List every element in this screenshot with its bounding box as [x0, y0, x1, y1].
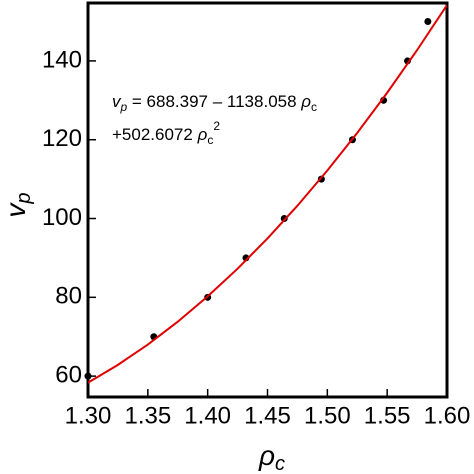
y-axis-label-sub: p [13, 192, 35, 204]
annotation-text: c [311, 100, 317, 114]
y-tick-label: 120 [42, 125, 82, 152]
data-point [424, 18, 432, 26]
data-point [84, 372, 92, 380]
annotation-text: v [112, 92, 122, 111]
annotation-text: ρ [300, 92, 311, 111]
x-axis-label-text: ρ [258, 440, 275, 471]
annotation-text: ρ [197, 125, 208, 144]
y-tick-label: 80 [55, 283, 82, 310]
fit-line [88, 4, 447, 384]
x-tick-label: 1.60 [424, 402, 471, 429]
annotation-text: +502.6072 [112, 125, 198, 144]
annotation-text: = 688.397 – 1138.058 [127, 92, 301, 111]
x-axis-label: ρc [258, 440, 285, 474]
x-tick-label: 1.45 [244, 402, 291, 429]
y-axis-label-text: v [0, 202, 31, 218]
annotation: vp = 688.397 – 1138.058 ρc [112, 92, 317, 114]
annotation: +502.6072 ρc2 [112, 119, 220, 147]
x-tick-label: 1.55 [364, 402, 411, 429]
annotation-text: p [120, 100, 128, 114]
y-tick-label: 140 [42, 46, 82, 73]
x-tick-label: 1.30 [65, 402, 112, 429]
y-tick-label: 100 [42, 204, 82, 231]
annotation-text: 2 [213, 119, 220, 133]
y-tick-label: 60 [55, 361, 82, 388]
x-tick-label: 1.50 [304, 402, 351, 429]
y-axis-label: vp [0, 192, 35, 217]
x-tick-label: 1.35 [124, 402, 171, 429]
annotation-text: c [207, 133, 213, 147]
x-axis-label-sub: c [275, 453, 285, 474]
plot-frame [86, 1, 449, 399]
x-tick-label: 1.40 [184, 402, 231, 429]
